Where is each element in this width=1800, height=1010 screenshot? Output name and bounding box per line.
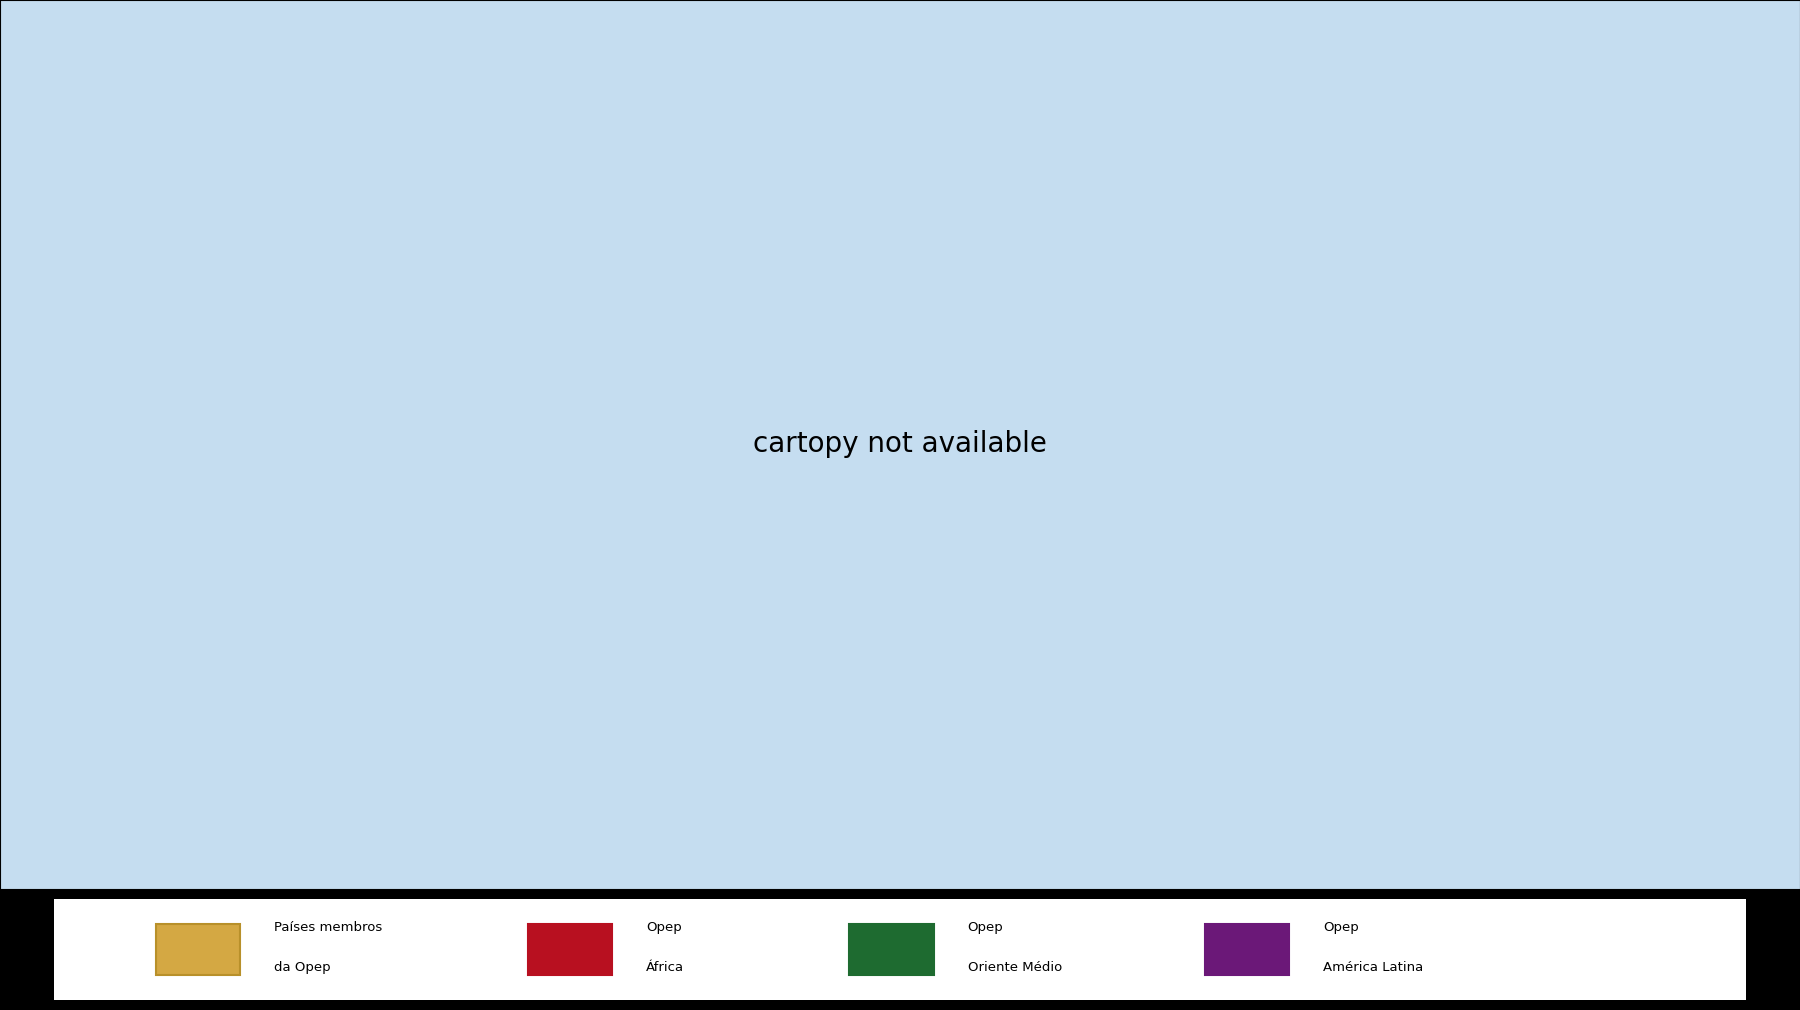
Text: Opep: Opep bbox=[646, 921, 682, 933]
FancyBboxPatch shape bbox=[38, 898, 1762, 1001]
Text: Opep: Opep bbox=[968, 921, 1003, 933]
Text: da Opep: da Opep bbox=[274, 962, 331, 974]
Text: cartopy not available: cartopy not available bbox=[752, 430, 1048, 459]
Bar bbox=[527, 924, 612, 975]
Bar bbox=[850, 924, 934, 975]
Text: Oriente Médio: Oriente Médio bbox=[968, 962, 1062, 974]
Bar bbox=[1204, 924, 1289, 975]
Text: África: África bbox=[646, 962, 684, 974]
Text: Opep: Opep bbox=[1323, 921, 1359, 933]
Text: Países membros: Países membros bbox=[274, 921, 382, 933]
Bar bbox=[155, 924, 239, 975]
Text: América Latina: América Latina bbox=[1323, 962, 1424, 974]
